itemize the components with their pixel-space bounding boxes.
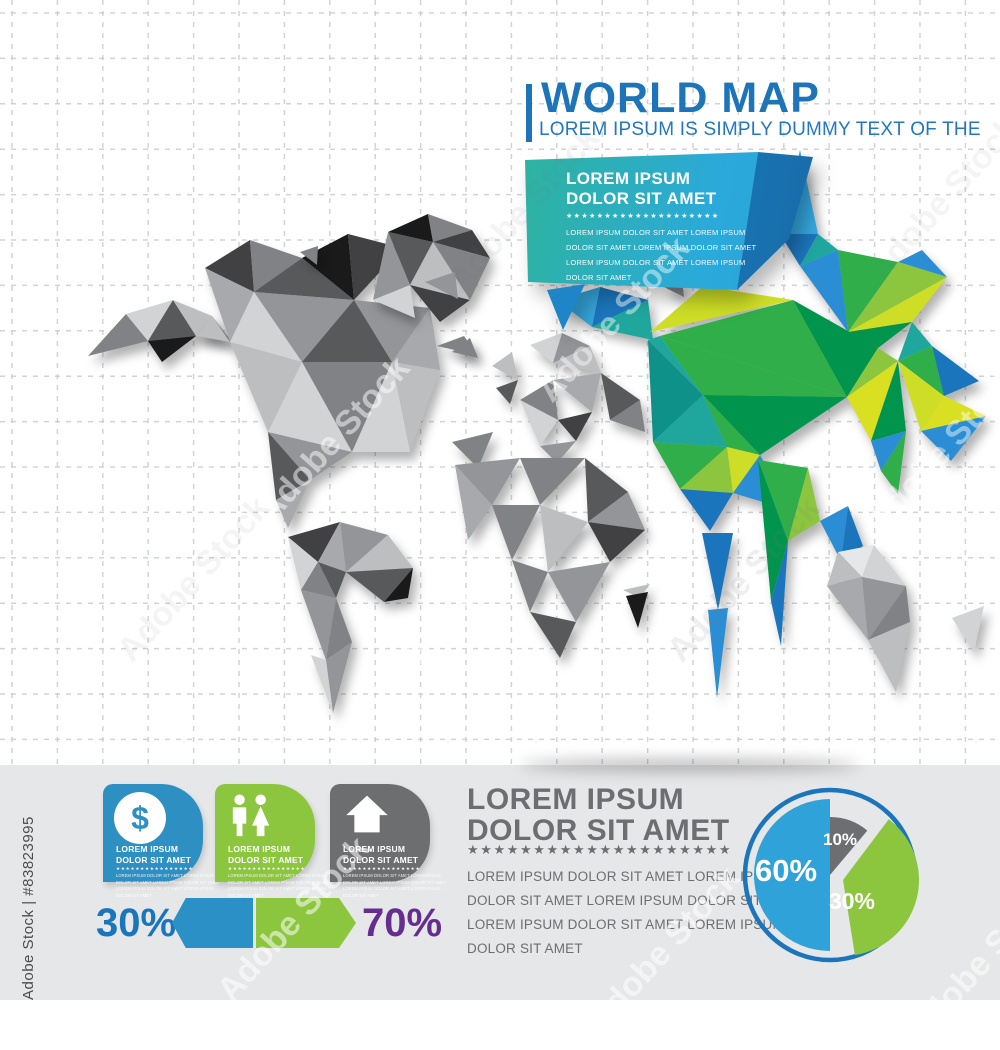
- percent-30-label: 30%: [96, 901, 177, 945]
- title-accent-bar: [526, 84, 532, 142]
- summary-body-text: LOREM IPSUM DOLOR SIT AMET LOREM IPSUM DO…: [467, 869, 804, 956]
- watermark-text: Adobe Stock: [659, 489, 828, 670]
- card-body-text: LOREM IPSUM DOLOR SIT AMET LOREM IPSUM DO…: [343, 873, 447, 898]
- star-row-icon: ★★★★★★★★★★★★★★★★: [228, 866, 306, 871]
- star-row-icon: ★★★★★★★★★★★★★★★★★★★★: [566, 213, 720, 220]
- people-icon: [232, 794, 270, 837]
- card-title: LOREM IPSUM: [343, 844, 406, 854]
- card-title: LOREM IPSUM: [228, 844, 291, 854]
- star-row-icon: ★★★★★★★★★★★★★★★★★★★★: [467, 842, 733, 857]
- map-africa: [455, 458, 650, 658]
- star-row-icon: ★★★★★★★★★★★★★★★★: [343, 866, 421, 871]
- card-people: LOREM IPSUM DOLOR SIT AMET ★★★★★★★★★★★★★★…: [215, 784, 331, 898]
- card-dollar: $ LOREM IPSUM DOLOR SIT AMET ★★★★★★★★★★★★…: [103, 784, 219, 898]
- bubble-title-line2: DOLOR SIT AMET: [566, 189, 717, 208]
- bubble-body-text: LOREM IPSUM DOLOR SIT AMET LOREM IPSUM DO…: [566, 228, 757, 282]
- watermark-text: Adobe Stock: [109, 489, 278, 670]
- summary-title-line1: LOREM IPSUM: [467, 783, 685, 816]
- page-subtitle: LOREM IPSUM IS SIMPLY DUMMY TEXT OF THE: [539, 119, 981, 140]
- map-australia: [827, 545, 984, 692]
- home-icon: [346, 795, 388, 833]
- map-alaska: [88, 300, 232, 362]
- card-title: LOREM IPSUM: [116, 844, 179, 854]
- watermark-text: Adobe Stock: [859, 359, 1000, 540]
- card-home: LOREM IPSUM DOLOR SIT AMET ★★★★★★★★★★★★★★…: [330, 784, 446, 898]
- map-shadow: [520, 759, 860, 771]
- star-row-icon: ★★★★★★★★★★★★★★★★: [116, 866, 194, 871]
- map-north-america: [196, 234, 440, 528]
- watermark-text: Adobe Stock: [319, 579, 488, 760]
- speech-bubble-body: [525, 152, 758, 290]
- infographic-canvas: { "stock": { "watermark_text": "Adobe St…: [0, 0, 1000, 1000]
- map-south-america: [288, 522, 413, 713]
- percent-70-banner: [256, 898, 356, 948]
- bubble-title-line1: LOREM IPSUM: [566, 169, 691, 188]
- watermark-text: Adobe Stock: [249, 349, 418, 530]
- card-body-text: LOREM IPSUM DOLOR SIT AMET LOREM IPSUM DO…: [228, 873, 332, 898]
- percent-70-label: 70%: [362, 901, 443, 945]
- speech-bubble-content: LOREM IPSUM DOLOR SIT AMET ★★★★★★★★★★★★★…: [566, 169, 757, 285]
- speech-bubble: LOREM IPSUM DOLOR SIT AMET ★★★★★★★★★★★★★…: [500, 130, 860, 360]
- dollar-glyph: $: [131, 799, 149, 836]
- page-title: WORLD MAP: [541, 74, 820, 122]
- percent-30-banner: [172, 898, 253, 948]
- dollar-icon: $: [114, 792, 166, 844]
- summary-title-line2: DOLOR SIT AMET: [467, 814, 730, 847]
- card-body-text: LOREM IPSUM DOLOR SIT AMET LOREM IPSUM DO…: [116, 873, 220, 898]
